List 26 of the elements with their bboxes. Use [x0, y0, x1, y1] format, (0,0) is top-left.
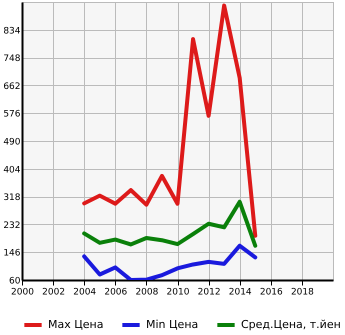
y-tick-label: 834: [3, 26, 21, 36]
x-tick-label: 2016: [260, 288, 284, 298]
x-tick-label: 2000: [11, 288, 34, 298]
x-tick-label: 2014: [228, 288, 252, 298]
y-tick-label: 232: [3, 220, 20, 231]
x-tick-label: 2002: [42, 288, 66, 298]
legend-label: Min Цена: [146, 318, 198, 331]
y-tick-label: 60: [9, 276, 21, 286]
y-tick-label: 576: [3, 110, 21, 120]
legend-label: Max Цена: [48, 318, 104, 331]
y-tick-label: 318: [3, 193, 21, 204]
x-tick-label: 2018: [290, 288, 314, 298]
x-tick-label: 2010: [166, 288, 190, 298]
line-series: [82, 244, 258, 280]
y-tick-label: 404: [3, 165, 21, 176]
y-tick-label: 748: [3, 54, 21, 64]
y-tick-label: 662: [3, 82, 20, 92]
legend-label: Сред.Цена, т.йен: [241, 318, 341, 331]
x-tick-label: 2012: [198, 288, 221, 298]
line-series: [82, 4, 258, 238]
x-tick-label: 2006: [104, 288, 128, 298]
y-tick-label: 146: [3, 248, 21, 259]
x-tick-label: 2008: [135, 288, 159, 298]
x-tick-label: 2004: [73, 288, 96, 298]
y-tick-label: 490: [3, 138, 21, 148]
line-series: [82, 200, 258, 248]
